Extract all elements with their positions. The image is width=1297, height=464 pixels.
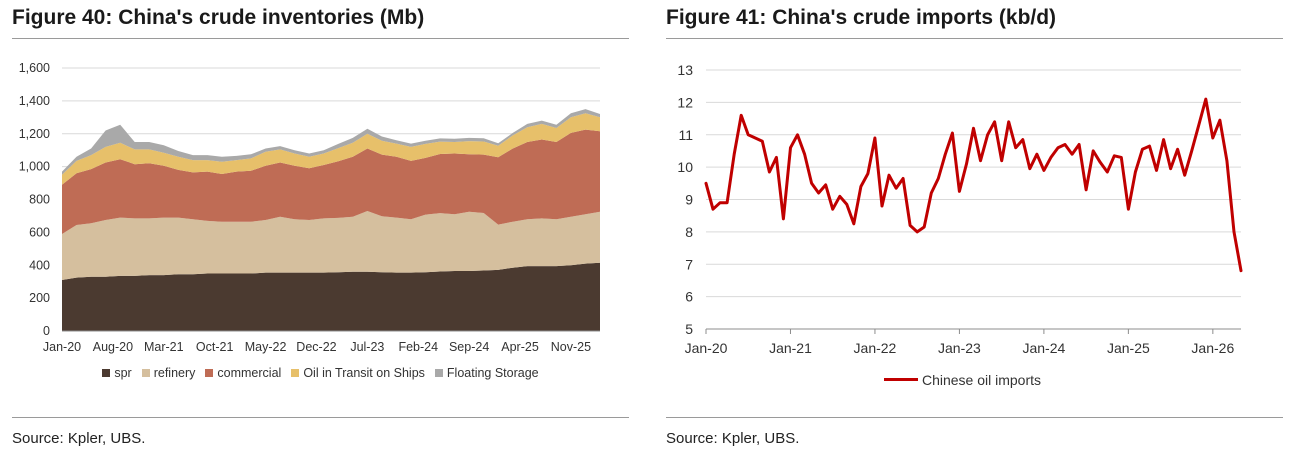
legend-swatch (141, 369, 150, 377)
area-series-spr (62, 262, 600, 331)
legend-item-commercial: commercial (205, 366, 281, 380)
y-tick-label: 13 (677, 62, 693, 78)
legend-swatch (434, 369, 443, 377)
figure-41-top-rule (666, 38, 1283, 39)
y-tick-label: 600 (29, 225, 50, 239)
y-tick-label: 10 (677, 159, 693, 175)
area-series-commercial (62, 129, 600, 234)
x-tick-label: Mar-21 (144, 340, 184, 354)
legend-item-floating-storage: Floating Storage (434, 366, 539, 380)
x-tick-label: Jan-20 (685, 340, 728, 356)
area-series-floating-storage (62, 109, 600, 175)
y-tick-label: 6 (685, 289, 693, 305)
y-tick-label: 1,600 (19, 61, 50, 75)
figure-40-top-rule (12, 38, 629, 39)
y-tick-label: 8 (685, 224, 693, 240)
y-tick-label: 1,400 (19, 94, 50, 108)
x-tick-label: Dec-22 (296, 340, 336, 354)
y-tick-label: 200 (29, 291, 50, 305)
legend-item-chinese-oil-imports: Chinese oil imports (883, 372, 1042, 388)
y-tick-label: 0 (43, 324, 50, 338)
x-tick-label: Sep-24 (449, 340, 489, 354)
y-gridlines (706, 69, 1241, 298)
figure-40-source: Source: Kpler, UBS. (12, 430, 146, 447)
x-tick-label: Apr-25 (501, 340, 539, 354)
legend-swatch (205, 369, 214, 377)
x-tick-label: Jan-22 (854, 340, 897, 356)
figure-41-title: Figure 41: China's crude imports (kb/d) (666, 6, 1057, 29)
legend-item-oil-in-transit-on-ships: Oil in Transit on Ships (291, 366, 425, 380)
x-tick-label: Jan-23 (938, 340, 981, 356)
area-series-group (62, 109, 600, 331)
inventories-legend: spr refinery commercial Oil in Transit on S… (12, 366, 629, 380)
legend-label: Oil in Transit on Ships (303, 366, 425, 380)
y-tick-label: 11 (678, 127, 693, 143)
legend-swatch (291, 369, 300, 377)
x-tick-label: Aug-20 (93, 340, 133, 354)
crude-imports-line-chart: 5 6 7 8 9 10 11 12 13 Jan-20 Jan-21 Jan-22 Jan-23 Jan… (677, 62, 1243, 356)
y-tick-label: 800 (29, 193, 50, 207)
line-series-chinese-oil-imports (704, 97, 1243, 273)
crude-inventories-area-chart: 0 200 400 600 800 1,000 1,200 1,400 1,600 Jan-20 A… (19, 61, 600, 354)
x-tick-label: Oct-21 (196, 340, 234, 354)
legend-item-spr: spr (102, 366, 132, 380)
legend-swatch (102, 369, 111, 377)
y-tick-label: 12 (677, 94, 693, 110)
area-series-oil-in-transit-on-ships (62, 113, 600, 185)
x-tick-label: Jan-24 (1022, 340, 1065, 356)
y-tick-label: 5 (685, 321, 693, 337)
legend-label: Floating Storage (446, 366, 539, 380)
figure-41-source: Source: Kpler, UBS. (666, 430, 800, 447)
y-tick-label: 1,200 (19, 127, 50, 141)
figure-40-bottom-rule (12, 417, 629, 418)
legend-line-swatch (883, 378, 918, 381)
figure-41-bottom-rule (666, 417, 1283, 418)
y-tick-label: 400 (29, 258, 50, 272)
area-series-refinery (62, 211, 600, 280)
y-tick-label: 9 (685, 192, 693, 208)
x-tick-label: Jan-21 (769, 340, 812, 356)
legend-label: refinery (153, 366, 196, 380)
x-tick-label: May-22 (245, 340, 287, 354)
figure-40-title: Figure 40: China's crude inventories (Mb… (12, 6, 425, 29)
x-tick-label: Jan-25 (1107, 340, 1150, 356)
x-tick-label: Jan-20 (43, 340, 81, 354)
y-tick-label: 7 (685, 256, 693, 272)
x-tick-label: Nov-25 (551, 340, 591, 354)
legend-label: commercial (217, 366, 282, 380)
y-tick-label: 1,000 (19, 160, 50, 174)
legend-label: Chinese oil imports (921, 372, 1042, 388)
figure-40-panel: Figure 40: China's crude inventories (Mb… (12, 0, 629, 464)
imports-legend: Chinese oil imports (654, 372, 1271, 388)
legend-item-refinery: refinery (141, 366, 196, 380)
figure-41-panel: Figure 41: China's crude imports (kb/d) … (666, 0, 1283, 464)
x-tick-label: Jan-26 (1191, 340, 1234, 356)
legend-label: spr (114, 366, 132, 380)
x-tick-label: Feb-24 (398, 340, 438, 354)
x-tick-label: Jul-23 (350, 340, 384, 354)
